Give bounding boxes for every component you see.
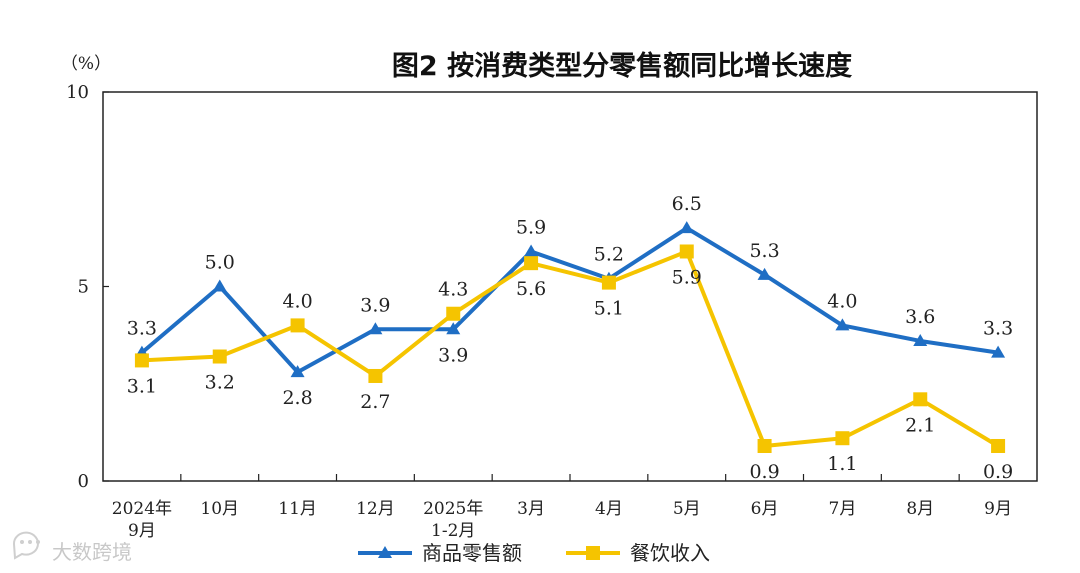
x-tick-label: 4月	[595, 499, 623, 519]
data-label: 3.2	[205, 372, 235, 394]
data-point	[524, 256, 539, 271]
legend-item: 商品零售额	[358, 541, 522, 565]
watermark: 大数跨境	[12, 531, 132, 564]
data-label: 3.1	[127, 375, 157, 397]
series-line	[141, 249, 1000, 448]
data-label: 5.3	[749, 240, 779, 262]
series-line	[140, 226, 999, 375]
data-label: 5.9	[516, 216, 546, 238]
data-point	[991, 345, 1006, 358]
x-tick-label: 9月	[984, 499, 1012, 519]
data-label: 0.9	[749, 461, 779, 483]
data-label: 1.1	[827, 453, 857, 475]
y-tick-label: 5	[78, 277, 89, 298]
plot-frame	[102, 91, 1038, 482]
data-point	[446, 306, 461, 321]
legend-label: 商品零售额	[422, 541, 522, 565]
x-tick-label: 7月	[829, 499, 857, 519]
data-point	[212, 349, 227, 364]
series-goods-retail	[134, 221, 1006, 378]
data-label: 3.9	[360, 294, 390, 316]
y-axis-unit-label: （%）	[61, 54, 111, 74]
legend-marker	[586, 546, 600, 560]
data-point	[757, 267, 772, 280]
x-tick-label: 2025年 1-2月	[423, 499, 483, 541]
data-point	[991, 438, 1006, 453]
data-point	[679, 221, 694, 234]
data-point	[290, 318, 305, 333]
legend-marker	[378, 546, 392, 558]
data-point	[368, 322, 383, 335]
data-label: 5.6	[516, 278, 546, 300]
x-tick-label: 2024年 9月	[112, 499, 172, 541]
data-label: 4.0	[282, 290, 312, 312]
data-label: 3.9	[438, 344, 468, 366]
data-point	[757, 438, 772, 453]
legend: 商品零售额 餐饮收入	[358, 541, 710, 565]
series-catering	[134, 244, 1006, 453]
chat-bubble-icon	[12, 531, 40, 560]
data-labels: 3.3 3.1 5.0 3.2 2.8 4.0 3.9 2.7 3.9 4.3 5.9 5.6 5.2 5…	[127, 193, 1013, 483]
data-point	[212, 279, 227, 292]
data-point	[835, 318, 850, 331]
data-label: 3.3	[983, 318, 1013, 340]
data-point	[524, 244, 539, 257]
data-label: 4.3	[438, 279, 468, 301]
data-point	[446, 322, 461, 335]
data-point	[679, 244, 694, 259]
x-tick-label: 6月	[751, 499, 779, 519]
data-label: 2.1	[905, 414, 935, 436]
data-label: 4.0	[827, 290, 857, 312]
data-label: 3.3	[127, 318, 157, 340]
y-tick-label: 0	[78, 471, 89, 492]
watermark-text: 大数跨境	[52, 540, 132, 564]
data-label: 0.9	[983, 461, 1013, 483]
data-label: 3.6	[905, 306, 935, 328]
data-point	[835, 431, 850, 446]
x-tick-label: 3月	[517, 499, 545, 519]
data-point	[368, 368, 383, 383]
plot-area	[134, 221, 1006, 453]
data-label: 2.8	[282, 387, 312, 409]
data-label: 5.9	[672, 266, 702, 288]
data-label: 5.1	[594, 298, 624, 320]
data-label: 2.7	[360, 391, 390, 413]
x-tick-label: 10月	[200, 499, 239, 519]
data-label: 5.0	[205, 252, 235, 274]
data-point	[913, 392, 928, 407]
data-point	[601, 275, 616, 290]
data-label: 6.5	[672, 193, 702, 215]
legend-item: 餐饮收入	[566, 541, 710, 565]
legend-label: 餐饮收入	[630, 541, 710, 565]
data-point	[290, 365, 305, 378]
data-point	[913, 333, 928, 346]
x-axis-ticks: 2024年 9月 10月 11月 12月 2025年 1-2月 3月 4月 5月 6月 7月 8月 9月	[112, 474, 1012, 541]
y-tick-label: 10	[66, 82, 89, 103]
x-tick-label: 8月	[906, 499, 934, 519]
chart-title: 图2 按消费类型分零售额同比增长速度	[392, 50, 852, 82]
x-tick-label: 11月	[278, 499, 317, 519]
axes	[102, 91, 1038, 482]
x-tick-label: 5月	[673, 499, 701, 519]
data-label: 5.2	[594, 244, 624, 266]
x-tick-label: 12月	[356, 499, 395, 519]
y-axis-ticks: 0 5 10	[66, 82, 109, 492]
data-point	[134, 353, 149, 368]
